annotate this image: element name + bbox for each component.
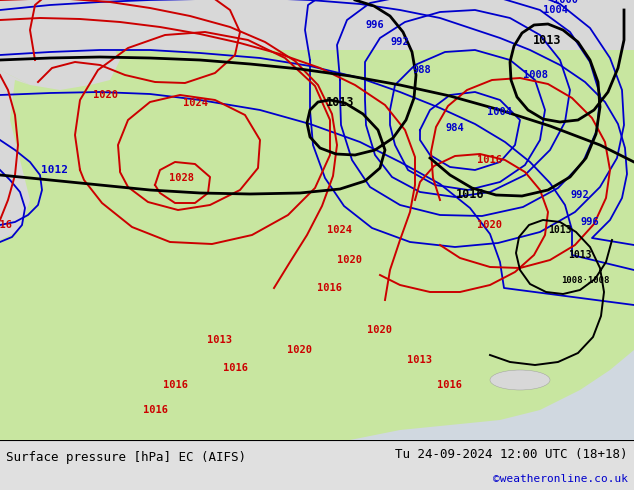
Text: 1016: 1016	[437, 380, 462, 390]
Polygon shape	[0, 0, 30, 240]
Text: 1020: 1020	[287, 345, 313, 355]
Text: 1020: 1020	[93, 90, 117, 100]
Text: 1013: 1013	[326, 96, 354, 108]
Text: 1016: 1016	[318, 283, 342, 293]
Text: Tu 24-09-2024 12:00 UTC (18+18): Tu 24-09-2024 12:00 UTC (18+18)	[395, 447, 628, 461]
Text: 1016: 1016	[0, 220, 13, 230]
Ellipse shape	[490, 370, 550, 390]
Text: 1016: 1016	[143, 405, 167, 415]
Text: 1013: 1013	[548, 225, 572, 235]
Text: 984: 984	[446, 123, 464, 133]
Text: 1012: 1012	[41, 165, 68, 175]
Bar	[0, 0, 634, 50]
Text: 1013: 1013	[568, 250, 592, 260]
Text: 1016: 1016	[456, 188, 484, 200]
Text: 1004: 1004	[543, 5, 567, 15]
Text: 1020: 1020	[368, 325, 392, 335]
Text: 1016: 1016	[223, 363, 247, 373]
Text: 1013: 1013	[207, 335, 233, 345]
Text: 1016: 1016	[162, 380, 188, 390]
Text: 1020: 1020	[337, 255, 363, 265]
Text: 1008: 1008	[522, 70, 548, 80]
Text: 1000: 1000	[552, 0, 578, 5]
Text: 1013: 1013	[533, 33, 561, 47]
Polygon shape	[200, 0, 634, 25]
Text: 996: 996	[581, 217, 599, 227]
Polygon shape	[0, 0, 120, 90]
Text: ©weatheronline.co.uk: ©weatheronline.co.uk	[493, 474, 628, 484]
Text: 1013: 1013	[408, 355, 432, 365]
Text: 1028: 1028	[169, 173, 195, 183]
Text: 992: 992	[391, 37, 410, 47]
Text: 1008·1008: 1008·1008	[561, 275, 609, 285]
Text: 1024: 1024	[183, 98, 207, 108]
Text: 996: 996	[366, 20, 384, 30]
Text: 1016: 1016	[477, 155, 503, 165]
Text: 1020: 1020	[477, 220, 503, 230]
Text: Surface pressure [hPa] EC (AIFS): Surface pressure [hPa] EC (AIFS)	[6, 451, 247, 464]
Text: 988: 988	[413, 65, 431, 75]
Text: 1024: 1024	[328, 225, 353, 235]
Text: 1004: 1004	[488, 107, 512, 117]
Text: 992: 992	[571, 190, 590, 200]
Polygon shape	[350, 350, 634, 440]
